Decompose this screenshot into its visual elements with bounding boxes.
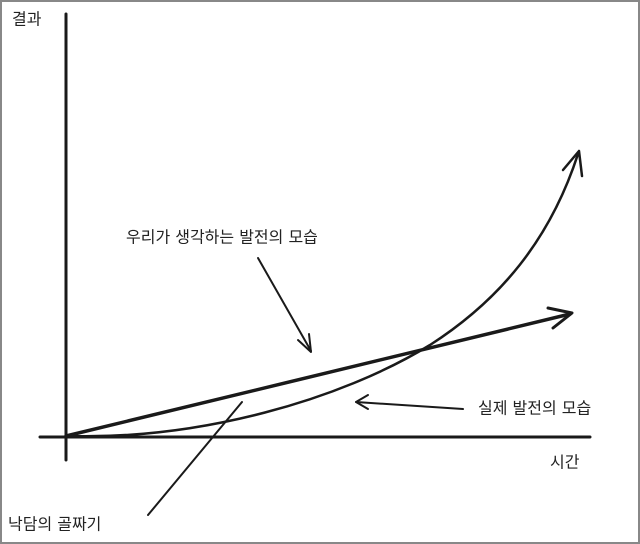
- annotation: 낙담의 골짜기: [8, 515, 101, 534]
- y-axis-label: 결과: [12, 10, 42, 29]
- arrowhead: [297, 333, 312, 353]
- actual-curve: [64, 152, 580, 438]
- annotation: 실제 발전의 모습: [478, 399, 591, 418]
- pointer-arrow: [257, 257, 312, 352]
- arrowhead: [355, 394, 369, 410]
- expected-line: [64, 312, 572, 438]
- pointer-arrow: [355, 401, 464, 410]
- arrowhead: [546, 306, 574, 330]
- arrowhead: [561, 149, 584, 178]
- annotation: 우리가 생각하는 발전의 모습: [126, 228, 318, 247]
- pointer-arrow: [147, 401, 243, 516]
- x-axis-label: 시간: [550, 453, 580, 472]
